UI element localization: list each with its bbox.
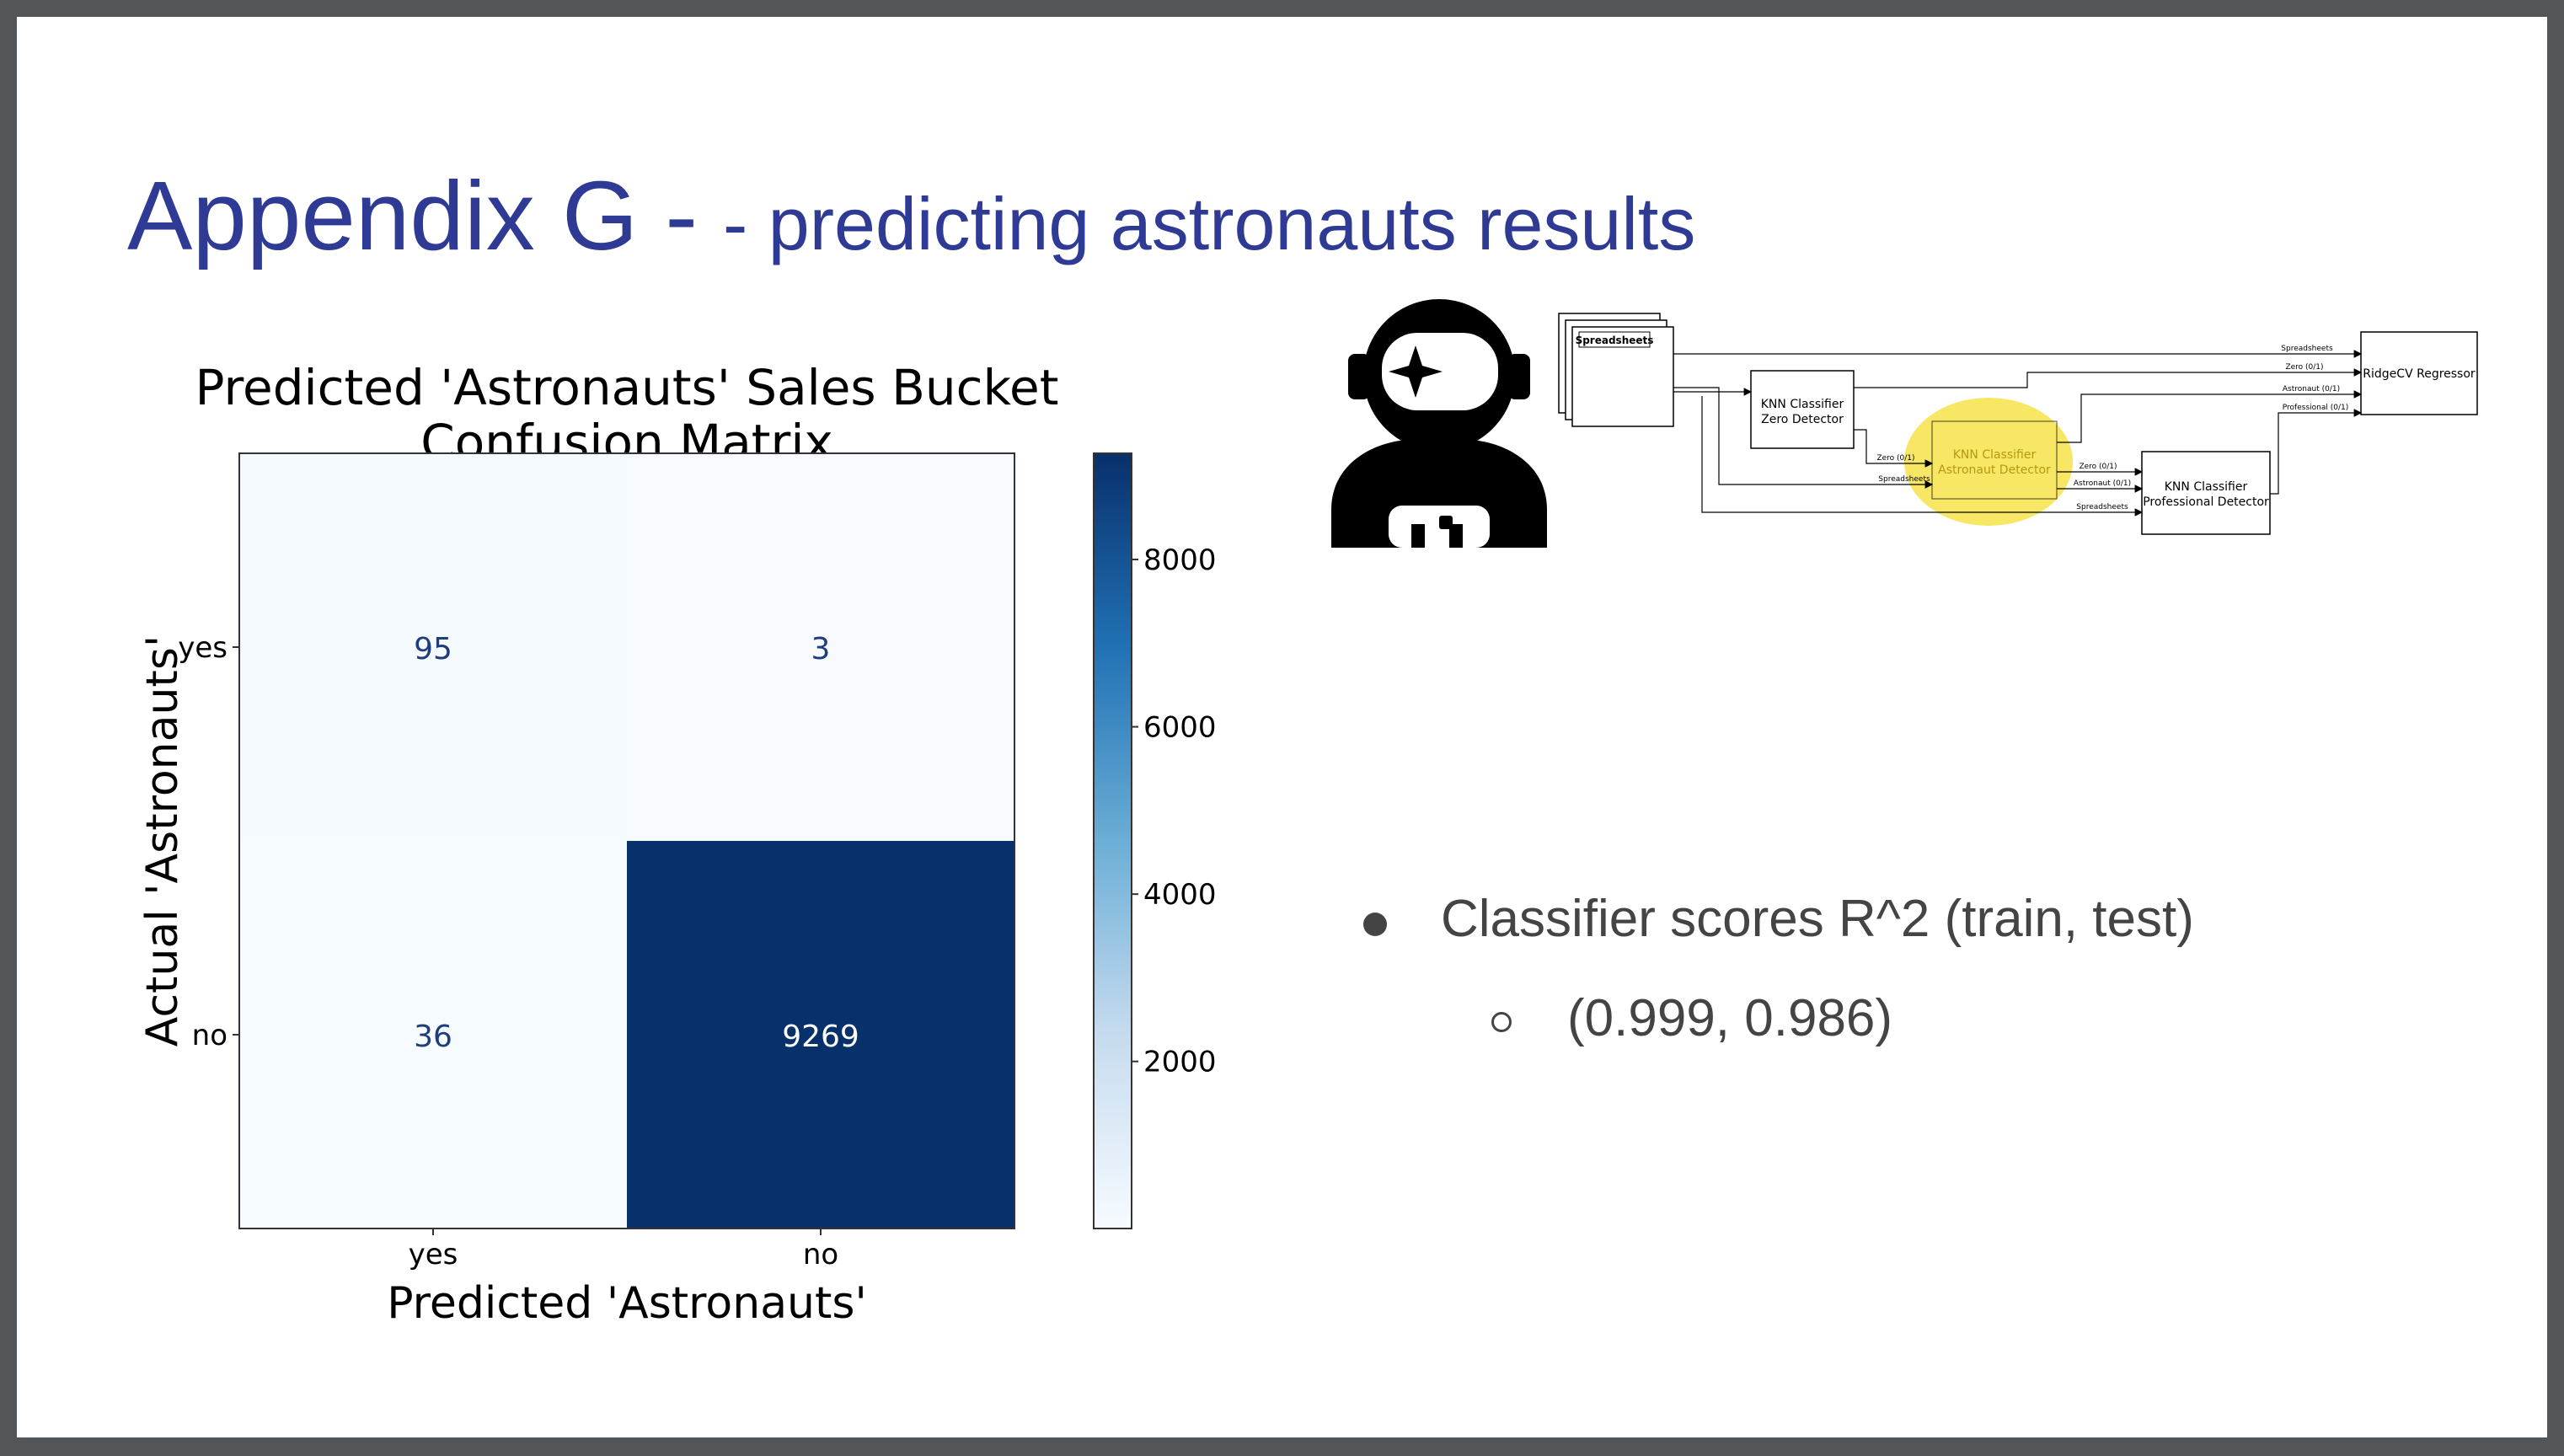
matrix-cell [627, 841, 1014, 1228]
matrix-cell-value: 95 [414, 632, 452, 666]
edge-label-spreadsheets-mid: Spreadsheets [1878, 475, 1930, 484]
edge-label-professional-top: Professional (0/1) [2283, 404, 2348, 412]
regressor-label: RidgeCV Regressor [2363, 367, 2476, 381]
edge-label-zero-right: Zero (0/1) [2079, 463, 2117, 471]
edge-label-astronaut-right: Astronaut (0/1) [2074, 479, 2131, 488]
matrix-cell-value: 36 [414, 1020, 452, 1054]
matrix-frame [238, 452, 1015, 1229]
astronaut-icon [1331, 299, 1547, 548]
y-tick-label: no [192, 1019, 227, 1052]
edge-label-zero-mid: Zero (0/1) [1876, 454, 1914, 463]
matrix-cell [239, 453, 627, 841]
title-subtitle: - predicting astronauts results [723, 182, 1696, 265]
y-tick-label: yes [178, 631, 227, 665]
professional-detector-line1: KNN Classifier [2165, 480, 2248, 494]
highlight-ellipse [1904, 398, 2073, 526]
slide: Appendix G - - predicting astronauts resu… [17, 17, 2547, 1437]
x-axis-label: Predicted 'Astronauts' [387, 1278, 867, 1329]
professional-detector-node [2141, 451, 2271, 535]
astronaut-detector-line2: Astronaut Detector [1938, 463, 2051, 477]
zero-detector-node [1750, 370, 1855, 449]
colorbar [1093, 452, 1132, 1229]
colorbar-tick-label: 2000 [1143, 1046, 1217, 1079]
bullet-sub-text: (0.999, 0.986) [1567, 989, 1893, 1047]
y-axis-label: Actual 'Astronauts' [137, 635, 188, 1046]
bullet-ring-icon [1491, 1012, 1512, 1032]
x-tick-label: yes [409, 1238, 458, 1271]
matrix-cell-value: 9269 [782, 1020, 859, 1054]
title-main: Appendix G - [127, 161, 699, 270]
bullet-dot-icon [1363, 913, 1387, 936]
zero-detector-line2: Zero Detector [1761, 413, 1844, 426]
regressor-node [2360, 331, 2478, 415]
chart-title-line1: Predicted 'Astronauts' Sales Bucket [195, 359, 1059, 416]
pipeline-diagram: Spreadsheets KNN Classifier Zero Detecto… [1558, 313, 2478, 535]
astronaut-detector-line1: KNN Classifier [1953, 448, 2037, 462]
edge-label-spreadsheets-bottom: Spreadsheets [2076, 503, 2128, 511]
colorbar-tick-label: 6000 [1143, 711, 1217, 745]
x-tick-label: no [803, 1238, 838, 1271]
confusion-matrix-chart: Predicted 'Astronauts' Sales Bucket Conf… [137, 359, 1217, 1329]
edge-label-zero-top: Zero (0/1) [2285, 363, 2323, 372]
slide-title: Appendix G -- predicting astronauts resu… [127, 167, 1695, 265]
edge-label-astronaut-top: Astronaut (0/1) [2283, 385, 2340, 393]
spreadsheets-label: Spreadsheets [1576, 335, 1654, 346]
bullet-main-text: Classifier scores R^2 (train, test) [1441, 890, 2194, 948]
edge-label-spreadsheets-top: Spreadsheets [2281, 345, 2333, 353]
colorbar-tick-label: 8000 [1143, 543, 1217, 577]
zero-detector-line1: KNN Classifier [1761, 398, 1844, 411]
professional-detector-line2: Professional Detector [2143, 495, 2269, 509]
matrix-cell [627, 453, 1014, 841]
matrix-cell [239, 841, 627, 1228]
matrix-cell-value: 3 [811, 632, 831, 666]
colorbar-tick-label: 4000 [1143, 878, 1217, 912]
